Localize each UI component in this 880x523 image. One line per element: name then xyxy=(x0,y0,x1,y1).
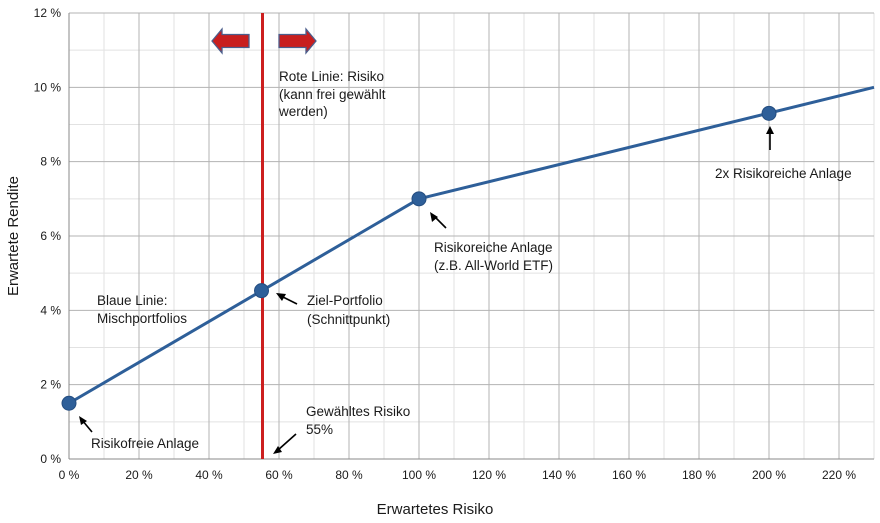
double-label: 2x Risikoreiche Anlage xyxy=(715,166,852,181)
x-axis-title: Erwartetes Risiko xyxy=(377,501,494,518)
axes xyxy=(68,13,874,460)
y-tick-label: 4 % xyxy=(40,303,61,317)
y-tick-label: 2 % xyxy=(40,378,61,392)
x-tick-label: 120 % xyxy=(472,468,506,482)
pointer-riskfree-icon xyxy=(79,416,93,433)
data-point xyxy=(411,191,427,207)
x-tick-label: 220 % xyxy=(822,468,856,482)
left-arrow-icon xyxy=(211,27,250,55)
x-tick-label: 100 % xyxy=(402,468,436,482)
data-point xyxy=(61,395,77,411)
chosen-risk-label: Gewähltes Risiko 55% xyxy=(306,404,414,437)
x-tick-label: 160 % xyxy=(612,468,646,482)
x-tick-labels: 0 % 20 % 40 % 60 % 80 % 100 % 120 % 140 % 160 % 1… xyxy=(59,468,857,482)
data-point xyxy=(761,105,777,121)
risk-line-label: Rote Linie: Risiko (kann frei gewählt we… xyxy=(278,69,389,119)
x-tick-label: 180 % xyxy=(682,468,716,482)
x-tick-label: 80 % xyxy=(335,468,363,482)
y-tick-labels: 0 % 2 % 4 % 6 % 8 % 10 % 12 % xyxy=(34,6,62,466)
x-tick-label: 200 % xyxy=(752,468,786,482)
target-label: Ziel-Portfolio (Schnittpunkt) xyxy=(307,293,390,327)
y-axis-title: Erwartete Rendite xyxy=(5,176,22,296)
y-tick-label: 6 % xyxy=(40,229,61,243)
blue-line-label: Blaue Linie: Mischportfolios xyxy=(97,293,187,326)
x-tick-label: 140 % xyxy=(542,468,576,482)
pointer-double-icon xyxy=(766,126,774,150)
riskfree-label: Risikofreie Anlage xyxy=(91,436,199,451)
pointer-chosen-risk-icon xyxy=(273,433,297,454)
right-arrow-icon xyxy=(278,27,317,55)
pointer-target-icon xyxy=(276,293,298,305)
risky-label: Risikoreiche Anlage (z.B. All-World ETF) xyxy=(434,240,556,273)
y-tick-label: 8 % xyxy=(40,155,61,169)
x-tick-label: 60 % xyxy=(265,468,293,482)
y-tick-label: 10 % xyxy=(34,80,62,94)
data-points xyxy=(61,105,777,411)
pointer-risky-icon xyxy=(430,212,447,229)
x-tick-label: 20 % xyxy=(125,468,153,482)
left-arrow-shape xyxy=(211,27,250,55)
y-tick-label: 12 % xyxy=(34,6,62,20)
right-arrow-shape xyxy=(278,27,317,55)
data-point xyxy=(254,283,269,299)
x-tick-label: 40 % xyxy=(195,468,223,482)
pointer-arrows xyxy=(79,126,774,454)
x-tick-label: 0 % xyxy=(59,468,80,482)
y-tick-label: 0 % xyxy=(40,452,61,466)
